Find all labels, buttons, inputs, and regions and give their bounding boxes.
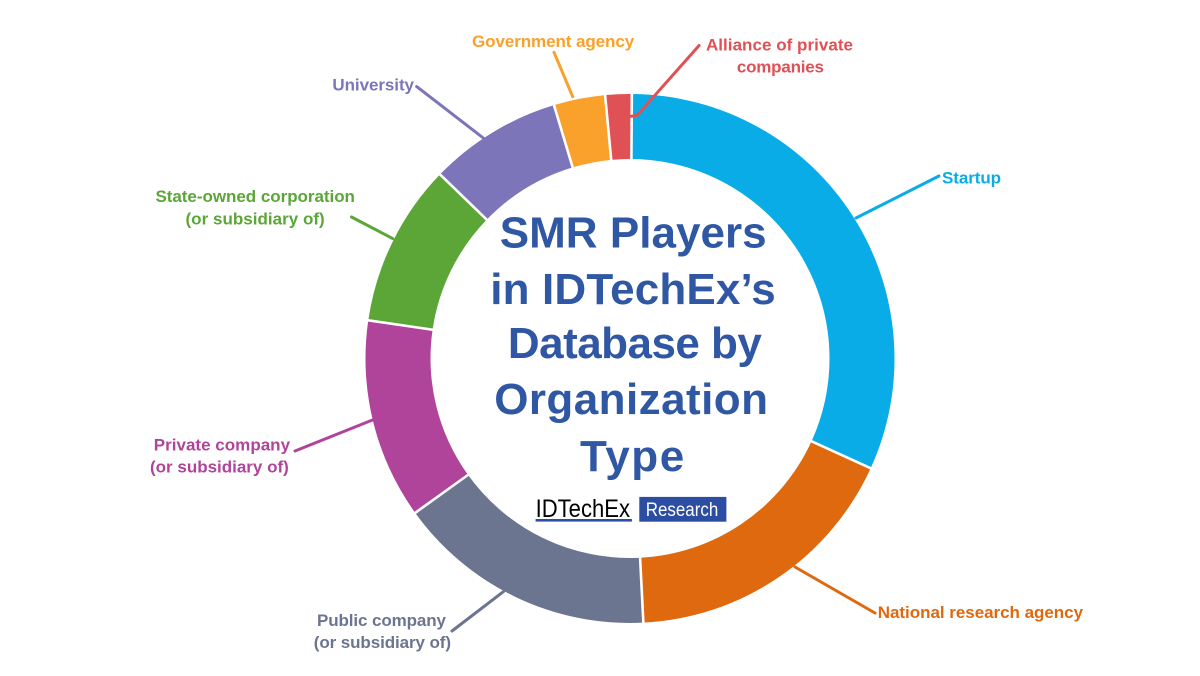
svg-text:Database by: Database by [508, 319, 763, 368]
svg-text:Alliance of private: Alliance of private [706, 36, 853, 55]
svg-text:Startup: Startup [942, 169, 1001, 188]
svg-text:(or subsidiary of): (or subsidiary of) [150, 458, 289, 477]
svg-text:companies: companies [737, 57, 824, 76]
svg-text:Type: Type [580, 432, 684, 481]
svg-text:(or subsidiary of): (or subsidiary of) [186, 210, 325, 229]
svg-text:University: University [332, 76, 414, 95]
svg-text:in IDTechEx’s: in IDTechEx’s [490, 265, 776, 314]
svg-text:SMR Players: SMR Players [500, 208, 767, 257]
svg-text:Public company: Public company [317, 611, 447, 630]
svg-text:Organization: Organization [494, 375, 768, 424]
svg-text:IDTechEx: IDTechEx [536, 495, 631, 523]
svg-text:Private company: Private company [154, 436, 291, 455]
svg-text:Research: Research [646, 500, 719, 521]
svg-text:Government agency: Government agency [472, 32, 635, 51]
svg-text:State-owned corporation: State-owned corporation [155, 187, 355, 206]
svg-text:National research agency: National research agency [878, 603, 1084, 622]
svg-text:(or subsidiary of): (or subsidiary of) [314, 633, 451, 652]
